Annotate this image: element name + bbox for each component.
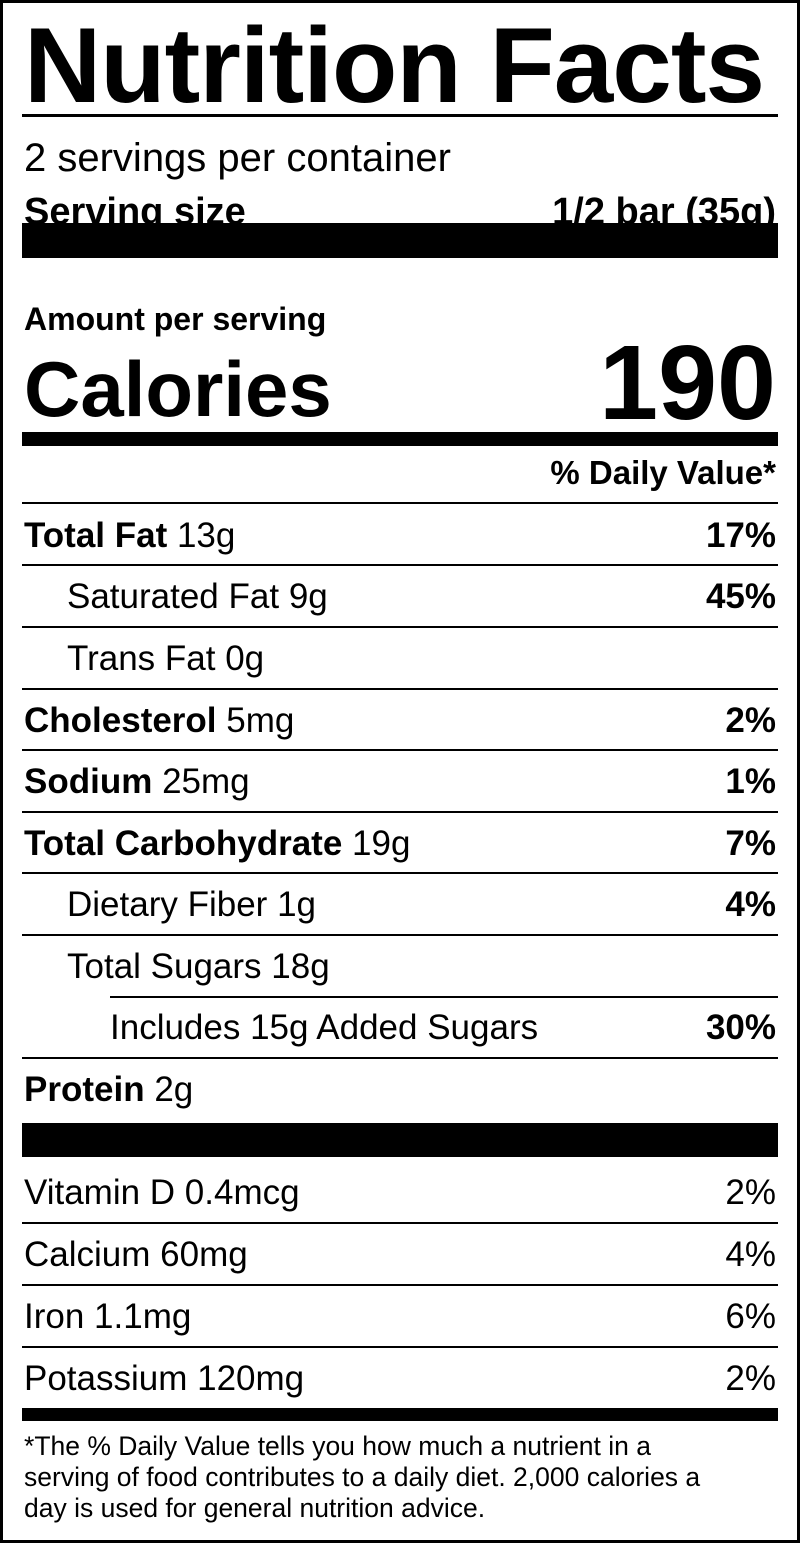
- footnote-line: serving of food contributes to a daily d…: [24, 1462, 701, 1492]
- medium-divider: [22, 1408, 778, 1421]
- footnote-line: day is used for general nutrition advice…: [24, 1493, 486, 1523]
- divider: [22, 564, 778, 566]
- calcium: Calcium 60mg: [24, 1235, 248, 1274]
- nutrient-trans-fat: Trans Fat 0g: [67, 639, 265, 678]
- nutrient-dietary-fiber-dv: 4%: [725, 885, 776, 924]
- divider: [22, 1284, 778, 1286]
- divider: [22, 114, 778, 117]
- nutrient-sodium-dv: 1%: [725, 762, 776, 801]
- daily-value-header: % Daily Value*: [550, 454, 776, 491]
- calories-value: 190: [599, 324, 776, 442]
- nutrient-total-sugars: Total Sugars 18g: [67, 947, 330, 986]
- amount-per-serving: Amount per serving: [24, 301, 327, 337]
- nutrient-total-carbohydrate: Total Carbohydrate 19g: [24, 824, 411, 863]
- calories-label: Calories: [24, 345, 332, 433]
- nutrient-saturated-fat-dv: 45%: [705, 577, 776, 616]
- potassium-dv: 2%: [725, 1359, 776, 1398]
- medium-divider: [22, 432, 778, 446]
- footnote-line: *The % Daily Value tells you how much a …: [24, 1431, 651, 1461]
- divider: [22, 872, 778, 874]
- divider: [22, 749, 778, 751]
- divider: [22, 1057, 778, 1059]
- nutrient-added-sugars-dv: 30%: [705, 1008, 776, 1047]
- divider: [110, 996, 778, 998]
- iron-dv: 6%: [725, 1297, 776, 1336]
- nutrient-cholesterol-dv: 2%: [725, 701, 776, 740]
- iron: Iron 1.1mg: [24, 1297, 192, 1336]
- divider: [22, 502, 778, 504]
- calcium-dv: 4%: [725, 1235, 776, 1274]
- nutrient-total-fat: Total Fat 13g: [24, 516, 236, 555]
- thick-divider: [22, 223, 778, 258]
- divider: [22, 1222, 778, 1224]
- nutrient-cholesterol: Cholesterol 5mg: [24, 701, 295, 740]
- divider: [22, 811, 778, 813]
- potassium: Potassium 120mg: [24, 1359, 305, 1398]
- nutrient-dietary-fiber: Dietary Fiber 1g: [67, 885, 316, 924]
- nutrient-protein: Protein 2g: [24, 1070, 194, 1109]
- nutrient-added-sugars: Includes 15g Added Sugars: [110, 1008, 539, 1047]
- divider: [22, 626, 778, 628]
- vitamin-d: Vitamin D 0.4mcg: [24, 1173, 300, 1212]
- divider: [22, 934, 778, 936]
- nutrient-saturated-fat: Saturated Fat 9g: [67, 577, 328, 616]
- divider: [22, 1346, 778, 1348]
- divider: [22, 688, 778, 690]
- nutrient-total-carbohydrate-dv: 7%: [725, 824, 776, 863]
- label-title: Nutrition Facts: [24, 5, 765, 125]
- nutrient-sodium: Sodium 25mg: [24, 762, 250, 801]
- nutrient-total-fat-dv: 17%: [705, 516, 776, 555]
- vitamin-d-dv: 2%: [725, 1173, 776, 1212]
- servings-per-container: 2 servings per container: [24, 136, 451, 180]
- thick-divider: [22, 1123, 778, 1157]
